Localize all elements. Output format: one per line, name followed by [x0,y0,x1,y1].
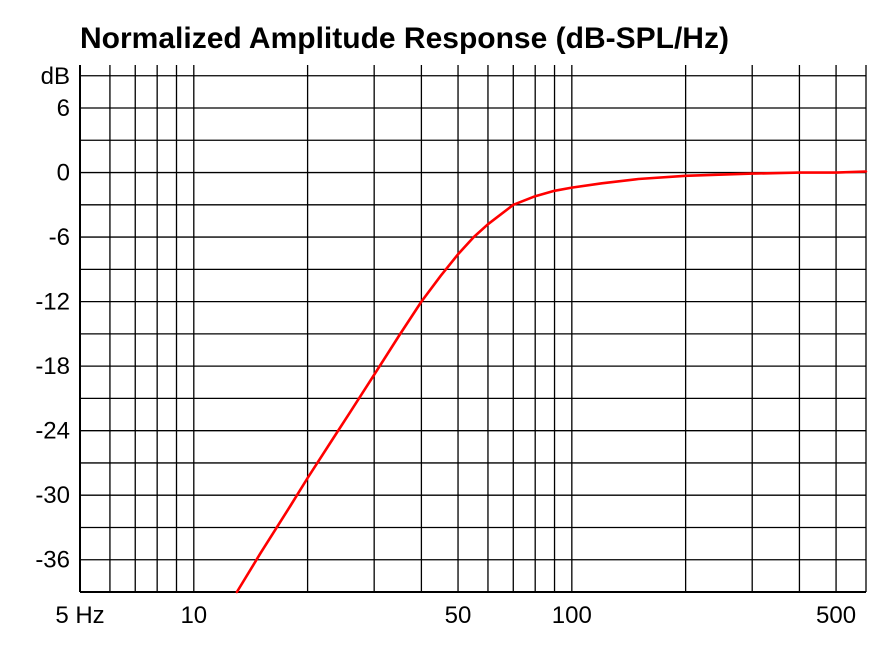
y-tick-label: -24 [35,418,70,445]
response-curve [235,170,868,594]
y-axis-label: dB [41,63,70,90]
chart-title: Normalized Amplitude Response (dB-SPL/Hz… [80,22,729,55]
grid-layer [79,65,867,593]
y-tick-label: -12 [35,289,70,316]
y-tick-label: 0 [57,160,70,187]
curve-layer [235,170,868,594]
x-tick-label: 50 [445,602,472,629]
y-tick-label: -30 [35,482,70,509]
x-tick-label: 10 [180,602,207,629]
y-tick-label: -36 [35,547,70,574]
x-tick-label: 5 Hz [55,602,104,629]
y-tick-label: 6 [57,95,70,122]
x-tick-label: 100 [552,602,592,629]
x-tick-label: 500 [816,602,856,629]
label-layer: 6 0 -6 -12 -18 -24 -30 -36 dB 5 Hz 10 50 100 500 [35,63,856,629]
y-tick-label: -18 [35,353,70,380]
y-tick-label: -6 [49,224,70,251]
